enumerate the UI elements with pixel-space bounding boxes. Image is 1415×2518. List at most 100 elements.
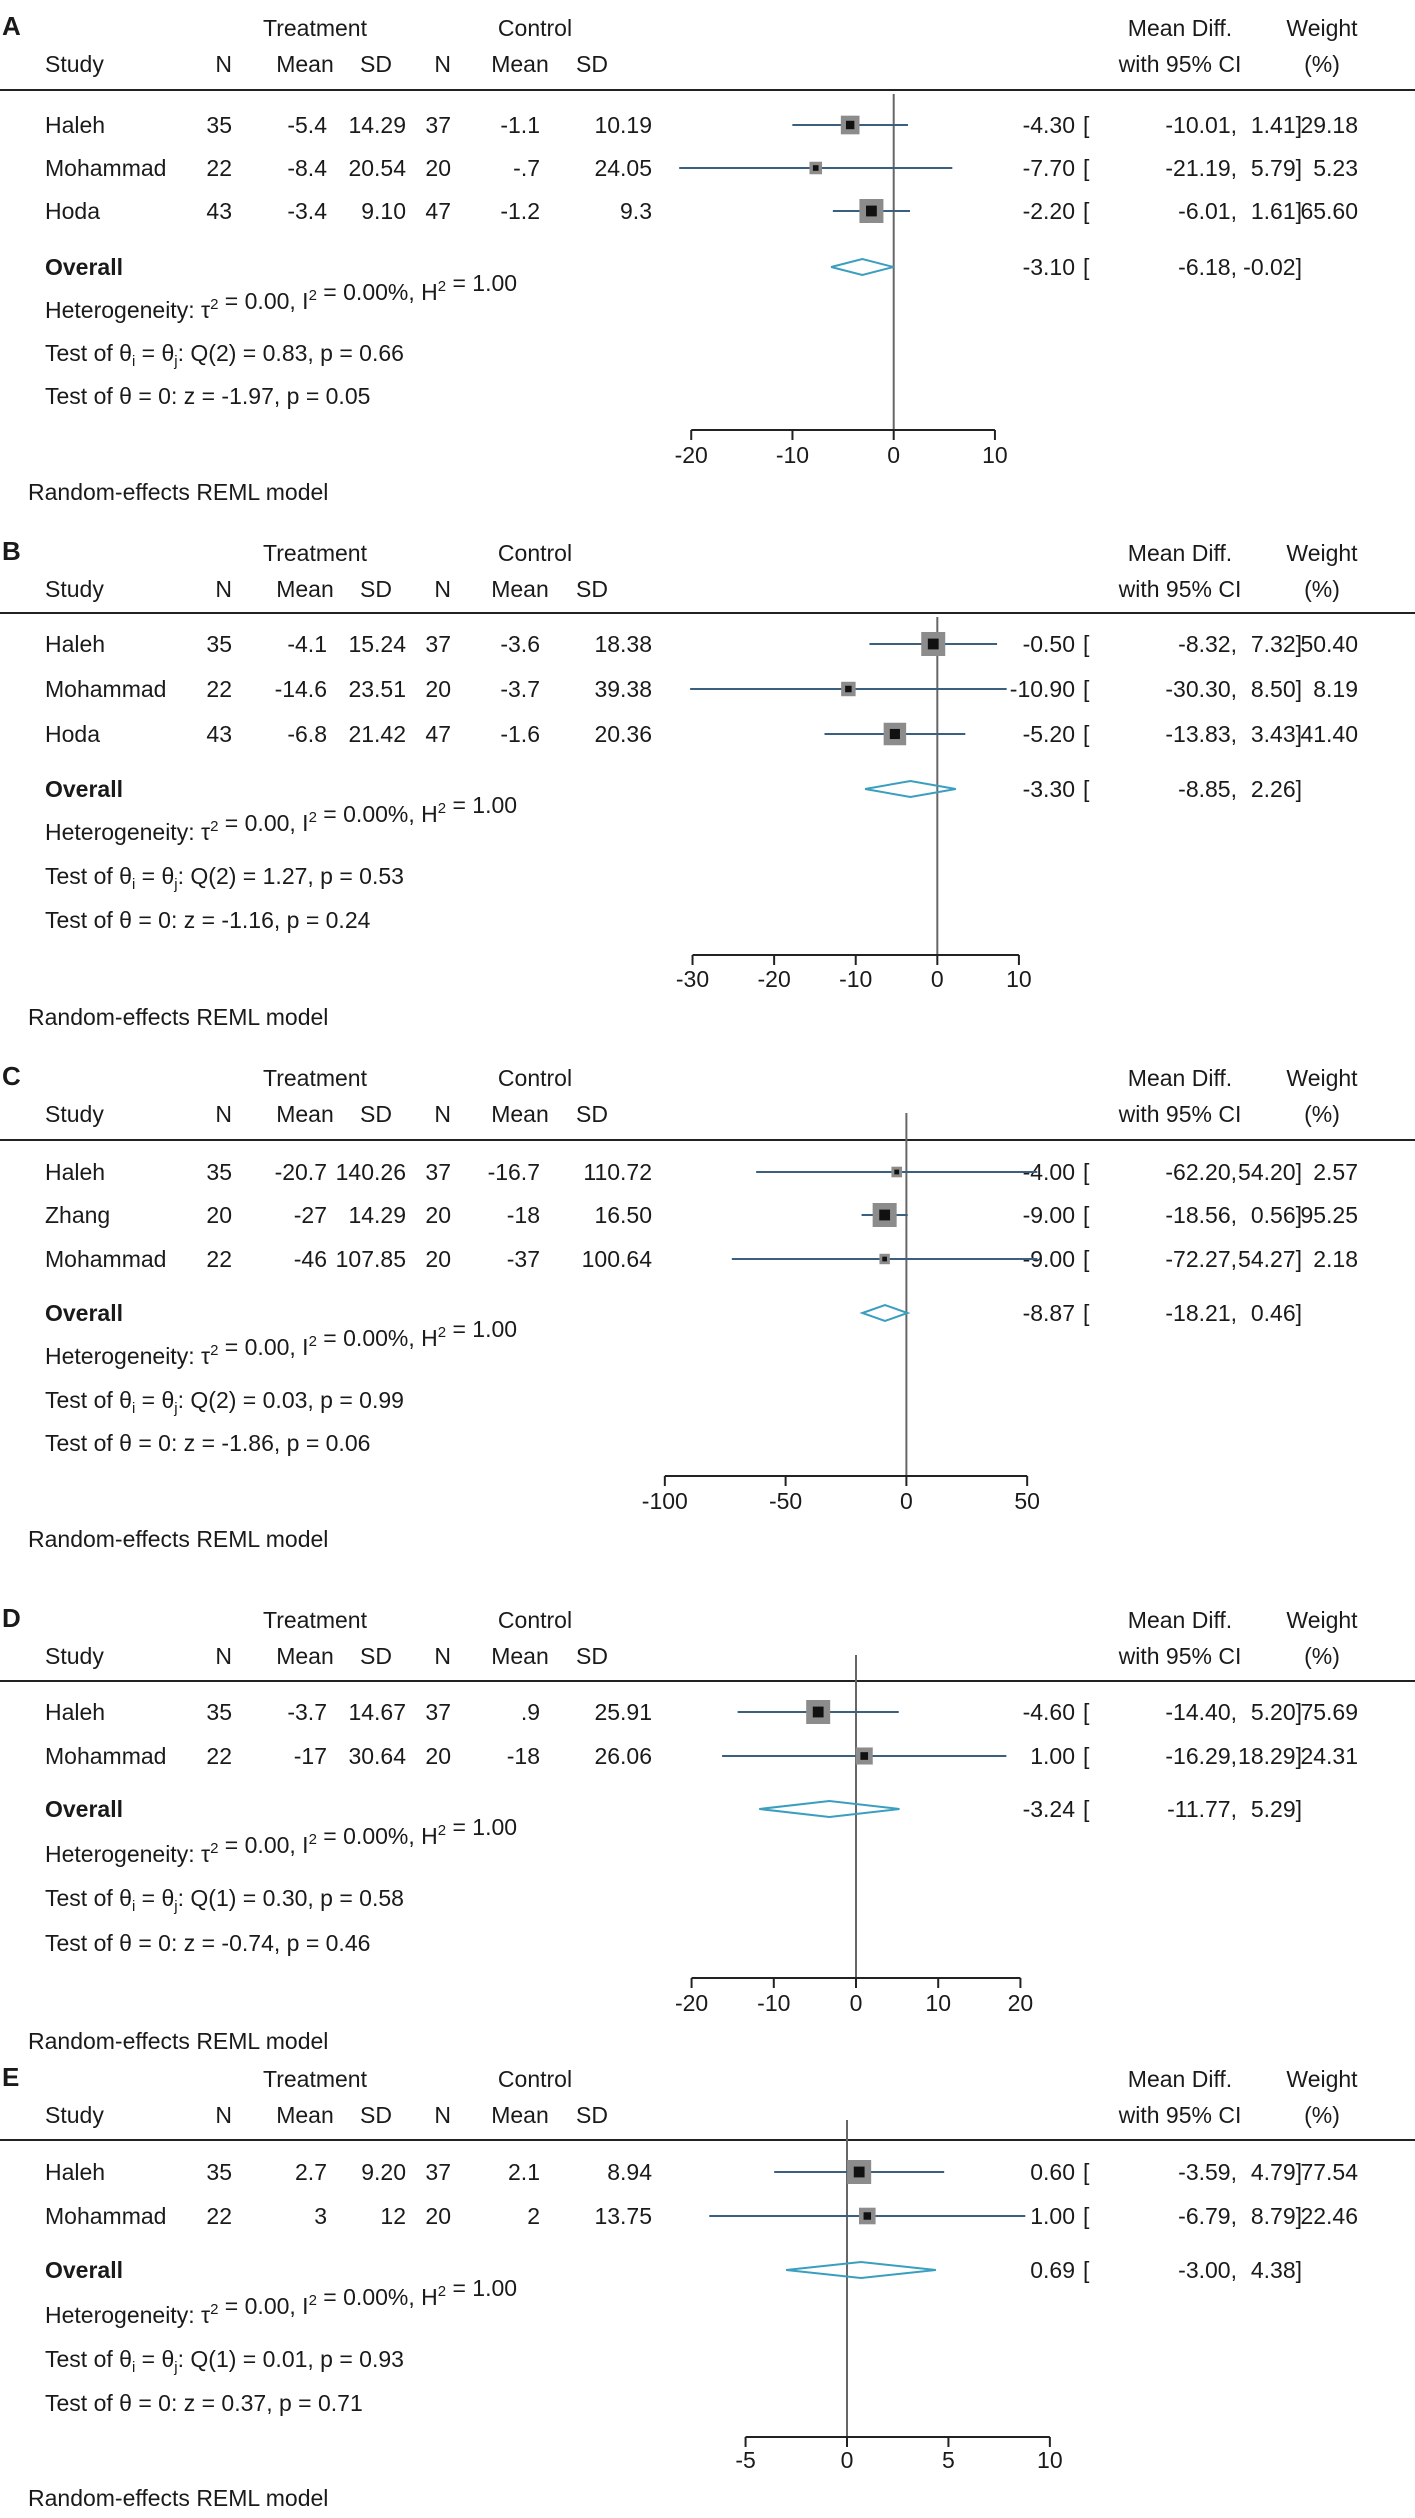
ci-upper: 3.43] [1251,721,1302,747]
study-weight: 8.19 [1313,676,1358,702]
overall-ci-lower: -18.21, [1165,1300,1237,1326]
control-mean: -37 [507,1246,540,1272]
effect-estimate: -7.70 [1023,155,1075,181]
point-estimate-marker [927,638,939,650]
homogeneity-test-text: Test of θi = θj: Q(2) = 0.83, p = 0.66 [45,340,404,370]
treatment-n: 35 [206,2159,232,2185]
control-sd: 24.05 [594,155,652,181]
header-weight: Weight [1286,2066,1358,2092]
control-sd: 39.38 [594,676,652,702]
point-estimate-marker [894,1169,900,1175]
control-n: 47 [425,198,451,224]
header-study: Study [45,51,104,77]
study-weight: 22.46 [1300,2203,1358,2229]
overall-effect-test-text: Test of θ = 0: z = -1.97, p = 0.05 [45,383,370,409]
forest-panel-d: D Treatment Control Mean Diff. Weight Study N M… [0,1603,1415,2054]
treatment-sd: 14.29 [348,112,406,138]
control-mean: -.7 [513,155,540,181]
header-mean-treatment: Mean [276,51,334,77]
overall-effect-test-text: Test of θ = 0: z = -0.74, p = 0.46 [45,1930,370,1956]
header-control: Control [498,540,572,566]
overall-ci-lower: -8.85, [1178,776,1237,802]
study-name: Haleh [45,2159,105,2185]
overall-ci-upper: 2.26] [1251,776,1302,802]
study-row: Haleh 35 -20.7 140.26 37 -16.7 110.72 -4.00[-62… [45,1159,1358,1185]
control-n: 37 [425,112,451,138]
control-mean: -18 [507,1743,540,1769]
study-row: Haleh 35 -3.7 14.67 37 .9 25.91 -4.60 [-14.40, 5.… [45,1699,1358,1725]
x-axis: -20 -10 0 10 [675,429,1008,468]
header-treatment: Treatment [263,15,368,41]
x-tick-label: 10 [1006,966,1032,992]
control-mean: -1.2 [500,198,540,224]
ci-upper: 4.79] [1251,2159,1302,2185]
study-name: Hoda [45,198,100,224]
header-mean-diff: Mean Diff. [1128,15,1232,41]
study-row: Hoda 43 -3.4 9.10 47 -1.2 9.3 -2.20 [-6.01, 1.61]… [45,198,1358,224]
header-ci: with 95% CI [1118,51,1242,77]
study-weight: 24.31 [1300,1743,1358,1769]
control-mean: 2.1 [508,2159,540,2185]
study-name: Hoda [45,721,100,747]
ci-open-bracket: [ [1083,631,1090,657]
overall-diamond [859,1303,911,1323]
panel-label: C [2,1061,21,1091]
treatment-sd: 12 [380,2203,406,2229]
overall-label: Overall [45,1796,123,1822]
header-mean-control: Mean [491,1101,549,1127]
effect-estimate: -2.20 [1023,198,1075,224]
header-n-control: N [434,1101,451,1127]
x-tick-label: 0 [900,1488,913,1514]
treatment-n: 35 [206,112,232,138]
overall-estimate: -3.24 [1023,1796,1076,1822]
control-sd: 18.38 [594,631,652,657]
treatment-n: 22 [206,676,232,702]
overall-diamond [786,2260,936,2280]
control-mean: -16.7 [488,1159,540,1185]
overall-diamond [759,1799,900,1819]
x-tick-label: -20 [675,442,708,468]
overall-diamond [830,257,894,277]
study-weight: 77.54 [1300,2159,1358,2185]
heterogeneity-stats: Heterogeneity: τ2 = 0.00, I2 = 0.00%, H2… [45,2275,517,2416]
treatment-n: 43 [206,198,232,224]
point-estimate-marker [866,205,877,217]
header-sd-treatment: SD [360,51,392,77]
effect-estimate: -9.00 [1023,1202,1075,1228]
control-sd: 9.3 [620,198,652,224]
header-n-treatment: N [215,576,232,602]
header-ci: with 95% CI [1118,576,1242,602]
treatment-mean: 3 [314,2203,327,2229]
study-weight: 50.40 [1300,631,1358,657]
control-n: 20 [425,2203,451,2229]
overall-ci-upper: 5.29] [1251,1796,1302,1822]
header-treatment: Treatment [263,1065,368,1091]
overall-ci-lower: -3.00, [1178,2257,1237,2283]
header-n-treatment: N [215,1643,232,1669]
header-weight-unit: (%) [1304,2102,1340,2128]
study-name: Mohammad [45,1743,166,1769]
header-n-treatment: N [215,1101,232,1127]
ci-lower: -18.56, [1165,1202,1237,1228]
overall-estimate: -3.30 [1023,776,1075,802]
header-weight-unit: (%) [1304,1101,1340,1127]
heterogeneity-stats: Heterogeneity: τ2 = 0.00, I2 = 0.00%, H2… [45,270,517,409]
model-caption: Random-effects REML model [28,479,328,505]
header-n-treatment: N [215,2102,232,2128]
treatment-mean: -4.1 [287,631,327,657]
overall-effect-test-text: Test of θ = 0: z = -1.16, p = 0.24 [45,907,371,933]
x-tick-label: 50 [1014,1488,1040,1514]
header-control: Control [498,2066,572,2092]
treatment-mean: -3.4 [287,198,327,224]
ci-lower: -14.40, [1165,1699,1237,1725]
ci-lower: -6.01, [1178,198,1237,224]
x-tick-label: -20 [758,966,791,992]
forest-panel-c: C Treatment Control Mean Diff. Weight Study N M… [0,1061,1415,1552]
ci-open-bracket: [ [1083,198,1090,224]
treatment-mean: -14.6 [275,676,327,702]
x-tick-label: 0 [850,1990,863,2016]
ci-open-bracket: [ [1083,254,1090,280]
header-mean-diff: Mean Diff. [1128,1065,1232,1091]
study-name: Mohammad [45,1246,166,1272]
